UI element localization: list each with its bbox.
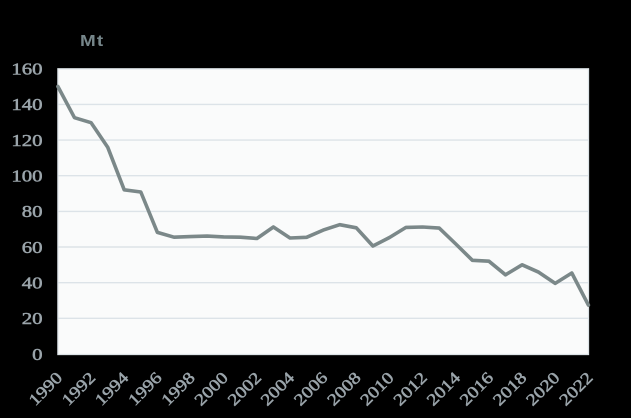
svg-text:2008: 2008 [323,368,364,409]
svg-text:80: 80 [22,203,43,221]
svg-text:1996: 1996 [124,368,165,409]
svg-text:40: 40 [22,274,43,292]
svg-text:100: 100 [11,167,42,185]
svg-text:2014: 2014 [423,368,464,409]
svg-text:2006: 2006 [290,368,331,409]
svg-text:120: 120 [11,132,42,150]
svg-text:1992: 1992 [58,368,99,409]
svg-text:2012: 2012 [390,368,431,409]
svg-text:2022: 2022 [556,368,597,409]
svg-text:2000: 2000 [191,368,232,409]
svg-text:160: 160 [11,61,42,79]
svg-text:60: 60 [22,239,43,257]
svg-text:0: 0 [32,346,42,364]
svg-text:2018: 2018 [489,368,530,409]
svg-text:2020: 2020 [522,368,563,409]
svg-text:20: 20 [22,310,43,328]
svg-text:1990: 1990 [25,368,66,409]
svg-text:1994: 1994 [91,368,132,409]
svg-text:140: 140 [11,96,42,114]
svg-text:1998: 1998 [158,368,199,409]
svg-text:2002: 2002 [224,368,265,409]
svg-text:2016: 2016 [456,368,497,409]
svg-text:2004: 2004 [257,368,298,409]
svg-text:2010: 2010 [357,368,398,409]
